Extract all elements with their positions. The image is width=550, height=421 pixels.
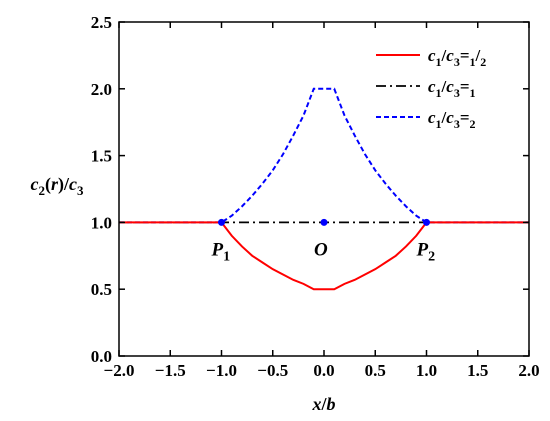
y-tick-label: 0.0 — [91, 347, 112, 366]
legend-label-2: c1/c3=1 — [428, 77, 476, 100]
x-tick-label: 0.5 — [365, 361, 386, 380]
x-tick-label: 1.5 — [467, 361, 488, 380]
point-label-2: O — [314, 239, 328, 260]
plot-frame — [118, 21, 530, 357]
point-marker-3 — [423, 218, 430, 226]
x-tick-label: 1.0 — [416, 361, 437, 380]
y-tick-label: 2.0 — [91, 80, 112, 99]
x-tick-label: −2.0 — [104, 361, 135, 380]
y-tick-label: 2.5 — [91, 13, 112, 32]
x-tick-label: 0.0 — [313, 361, 334, 380]
x-tick-label: −1.0 — [206, 361, 237, 380]
x-tick-label: 2.0 — [518, 361, 539, 380]
x-axis-title: x/b — [311, 394, 335, 414]
series-line-1 — [119, 221, 529, 291]
y-tick-label: 0.5 — [91, 280, 112, 299]
legend-label-3: c1/c3=2 — [428, 108, 476, 131]
x-tick-label: −1.5 — [155, 361, 186, 380]
x-tick-label: −0.5 — [257, 361, 288, 380]
y-tick-label: 1.0 — [91, 213, 112, 232]
y-axis-title: c2(r)/c3 — [30, 174, 84, 198]
point-label-1: P1 — [211, 239, 231, 264]
y-tick-label: 1.5 — [91, 147, 112, 166]
point-label-3: P2 — [416, 239, 436, 264]
legend: c1/c3=1/2 c1/c3=1 c1/c3=2 — [376, 46, 486, 131]
point-marker-2 — [320, 218, 328, 226]
point-marker-1 — [218, 218, 225, 226]
legend-label-1: c1/c3=1/2 — [428, 46, 486, 69]
series-line-3 — [119, 87, 529, 224]
